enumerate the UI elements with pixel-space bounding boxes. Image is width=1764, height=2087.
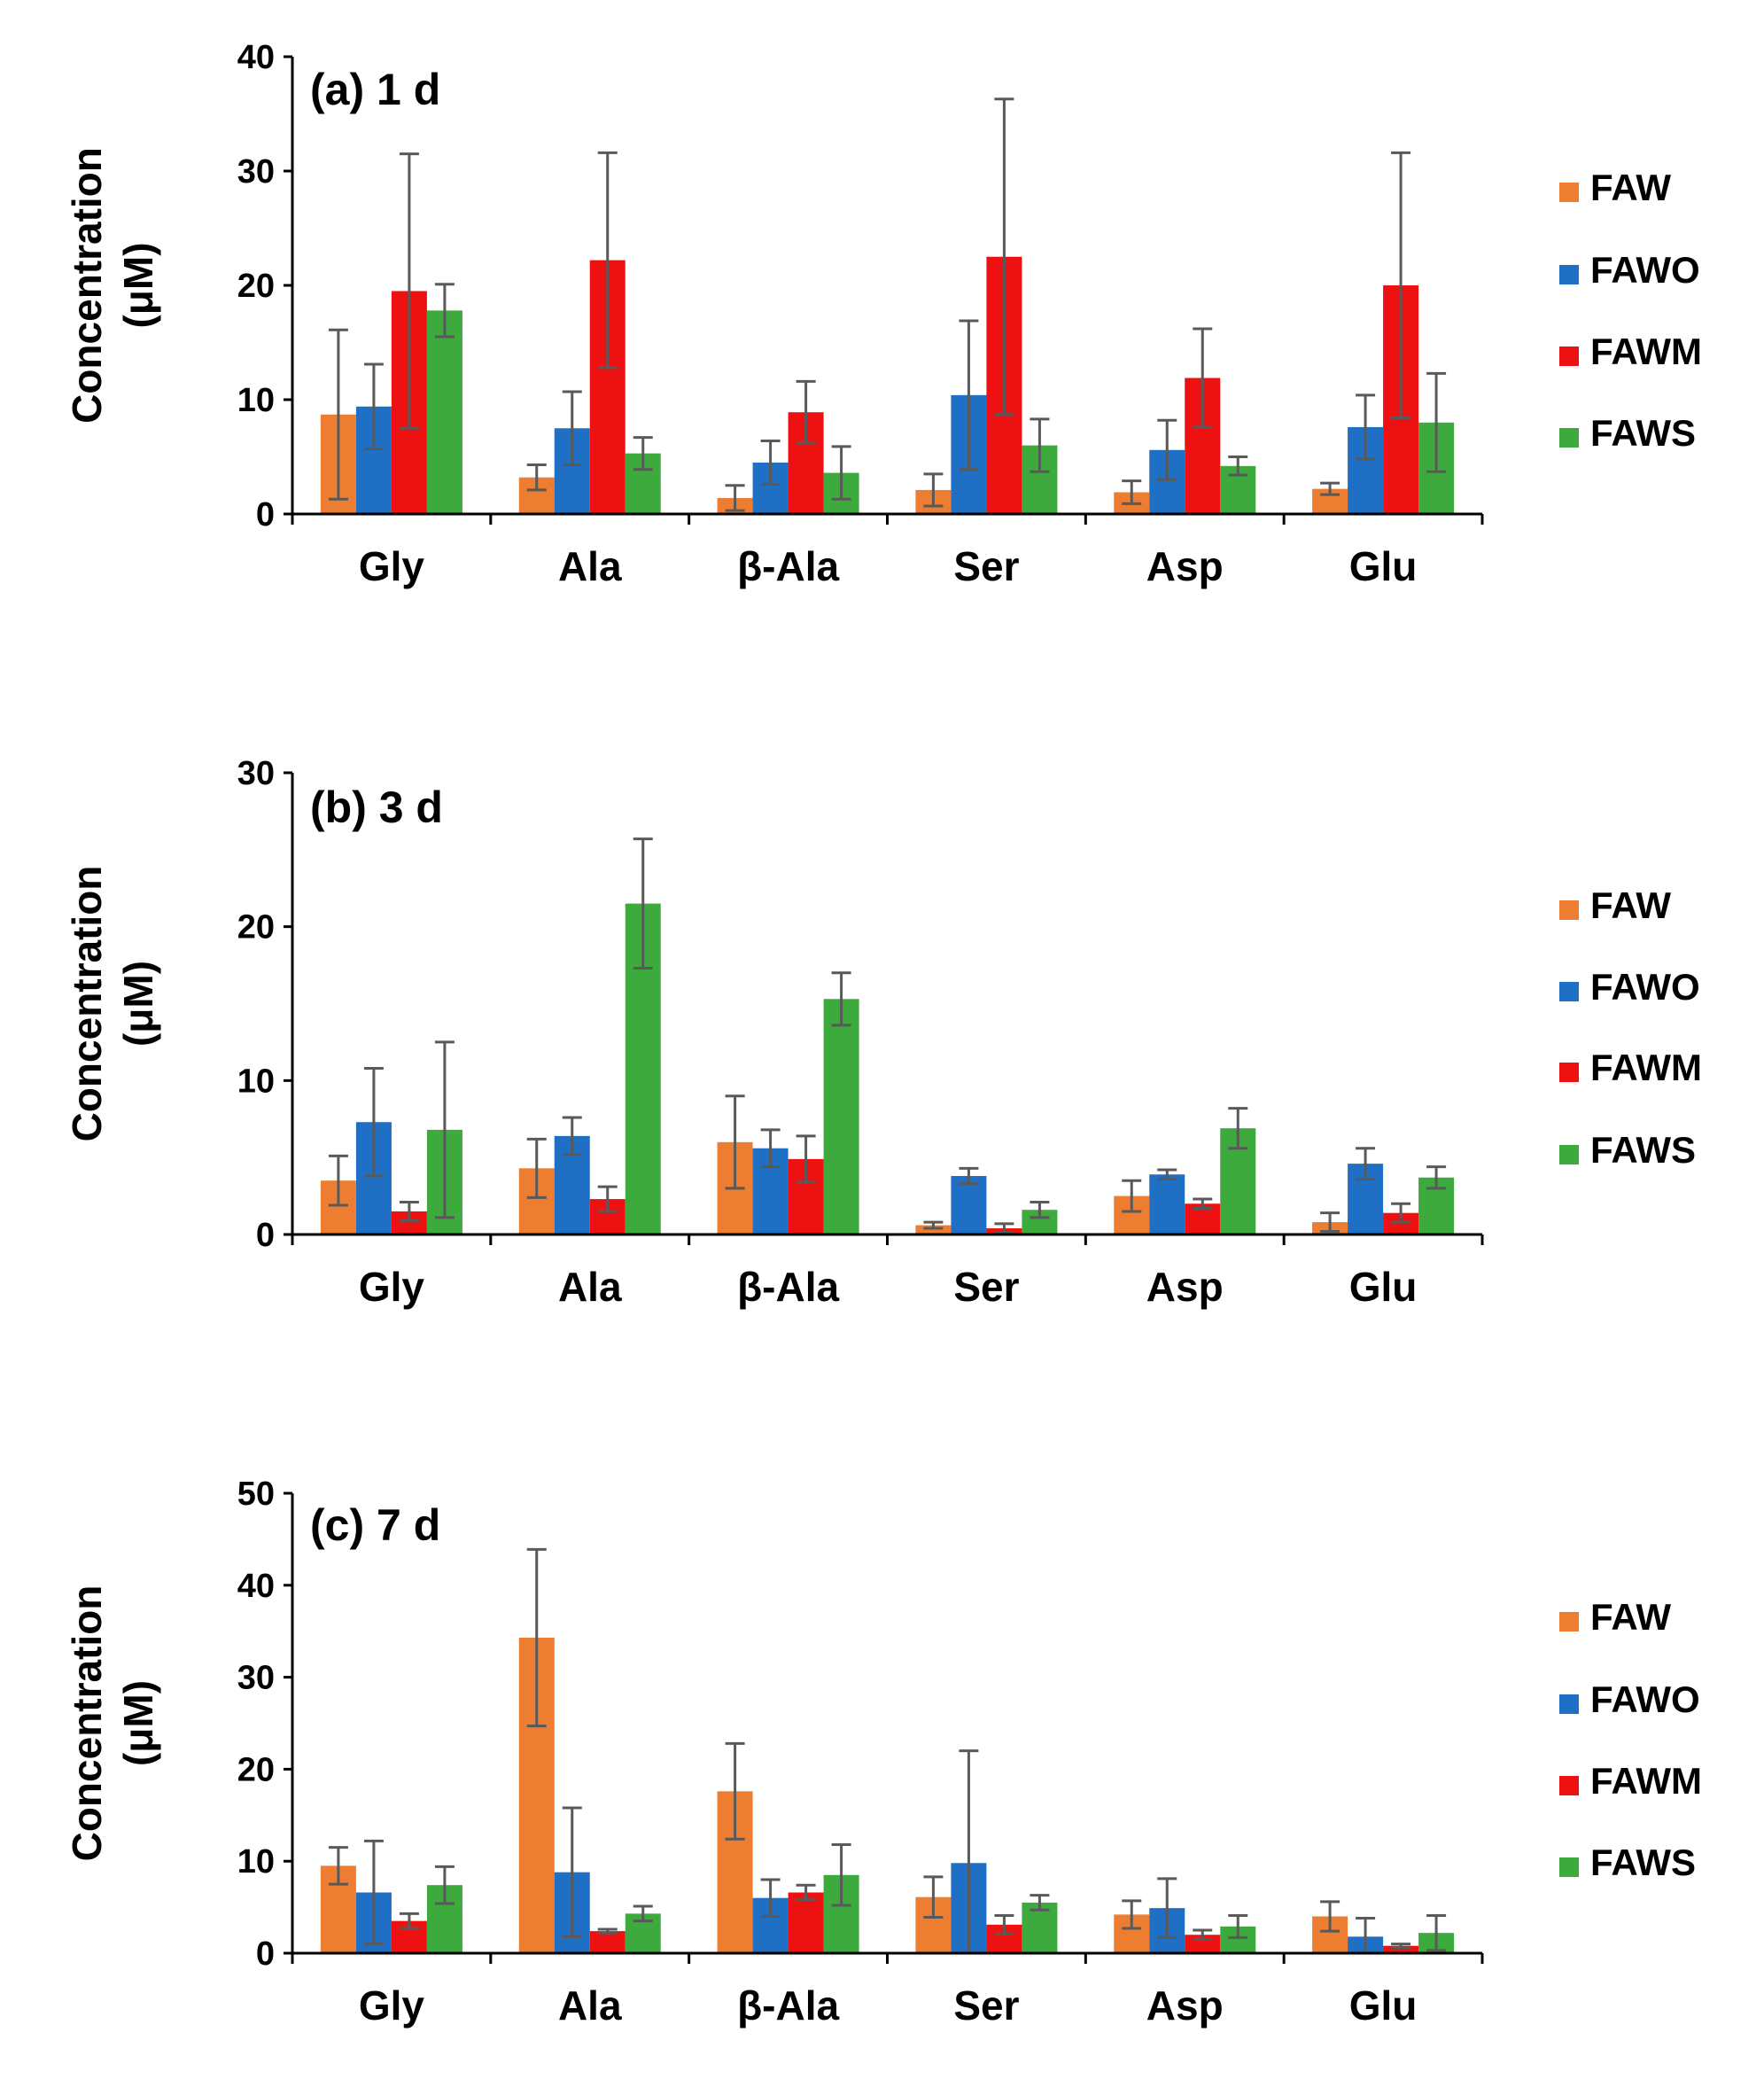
x-tick-label: Asp — [1146, 1264, 1224, 1310]
legend-swatch-FAWS — [1559, 1145, 1579, 1164]
x-tick-label: Glu — [1349, 543, 1418, 589]
y-axis-label: Concentration (μM) — [64, 1585, 161, 1862]
bar-FAWM-Glu — [1383, 1945, 1419, 1953]
y-tick-label: 20 — [237, 909, 275, 946]
x-tick-label: Gly — [359, 543, 425, 589]
x-tick-label: Ser — [953, 543, 1019, 589]
x-tick-label: Gly — [359, 1982, 425, 2029]
chart-panel-2: Concentration (μM) 0 10 20 30 Gly Ala β-Ala Ser As… — [64, 755, 1702, 1310]
panel-title: (a) 1 d — [310, 65, 440, 114]
panel-title: (c) 7 d — [310, 1500, 440, 1550]
legend-swatch-FAW — [1559, 183, 1579, 202]
chart-panel-3: Concentration (μM) 0 10 20 30 40 50 Gly Ala β-Ala S… — [64, 1476, 1702, 2029]
y-axis-label: Concentration (μM) — [64, 866, 161, 1142]
legend-swatch-FAWM — [1559, 1063, 1579, 1082]
x-tick-label: β-Ala — [737, 1982, 839, 2029]
x-tick-label: Glu — [1349, 1264, 1418, 1310]
y-axis-label-line: Concentration — [64, 866, 110, 1142]
bar-FAWO-Asp — [1149, 1174, 1185, 1234]
x-tick-label: Ser — [953, 1982, 1019, 2029]
legend-swatch-FAW — [1559, 900, 1579, 920]
y-axis-label-line: Concentration — [64, 1585, 110, 1862]
legend-label-FAWS: FAWS — [1590, 412, 1696, 454]
y-axis-label-line: Concentration — [64, 147, 110, 424]
y-tick-label: 20 — [237, 1751, 275, 1788]
y-axis-label-line: (μM) — [115, 1680, 161, 1766]
bar-FAWM-Ala — [589, 1931, 626, 1953]
x-tick-label: β-Ala — [737, 543, 839, 589]
y-axis-label-line: (μM) — [115, 961, 161, 1047]
legend-swatch-FAWO — [1559, 1694, 1579, 1714]
y-tick-label: 20 — [237, 268, 275, 305]
y-tick-label: 40 — [237, 1568, 275, 1605]
y-axis-label: Concentration (μM) — [64, 147, 161, 424]
x-tick-label: β-Ala — [737, 1264, 839, 1310]
y-tick-label: 0 — [256, 496, 275, 533]
bar-FAWS-β-Ala — [823, 999, 859, 1234]
y-tick-label: 10 — [237, 1843, 275, 1881]
legend-swatch-FAWS — [1559, 428, 1579, 448]
legend-swatch-FAWO — [1559, 265, 1579, 284]
bar-FAWO-Ser — [951, 1176, 987, 1234]
y-tick-label: 30 — [237, 1660, 275, 1697]
bar-FAW-Ser — [915, 1225, 952, 1234]
legend-label-FAWS: FAWS — [1590, 1842, 1696, 1883]
x-tick-label: Glu — [1349, 1982, 1418, 2029]
legend-label-FAWM: FAWM — [1590, 331, 1702, 372]
x-tick-label: Asp — [1146, 543, 1224, 589]
y-tick-label: 40 — [237, 39, 275, 76]
legend-label-FAW: FAW — [1590, 1596, 1671, 1638]
x-tick-label: Ala — [558, 1982, 622, 2029]
legend-label-FAWO: FAWO — [1590, 1678, 1700, 1720]
legend-swatch-FAW — [1559, 1612, 1579, 1631]
x-tick-label: Ala — [558, 1264, 622, 1310]
panel-title: (b) 3 d — [310, 783, 443, 832]
legend-label-FAW: FAW — [1590, 884, 1671, 926]
legend-swatch-FAWO — [1559, 982, 1579, 1001]
y-axis-label-line: (μM) — [115, 242, 161, 328]
chart-panel-1: Concentration (μM) 0 10 20 30 40 Gly Ala β-Ala Ser… — [64, 39, 1702, 589]
bar-FAWS-Gly — [426, 310, 462, 514]
y-tick-label: 30 — [237, 755, 275, 792]
y-tick-label: 30 — [237, 153, 275, 191]
y-tick-label: 10 — [237, 382, 275, 419]
bar-FAWM-β-Ala — [788, 1892, 824, 1953]
legend-label-FAW: FAW — [1590, 167, 1671, 208]
y-tick-label: 10 — [237, 1063, 275, 1100]
x-tick-label: Asp — [1146, 1982, 1224, 2029]
legend-swatch-FAWM — [1559, 1776, 1579, 1795]
x-tick-label: Ser — [953, 1264, 1019, 1310]
legend-label-FAWO: FAWO — [1590, 249, 1700, 291]
legend-swatch-FAWS — [1559, 1857, 1579, 1877]
y-tick-label: 0 — [256, 1935, 275, 1973]
legend-label-FAWS: FAWS — [1590, 1129, 1696, 1171]
x-tick-label: Ala — [558, 543, 622, 589]
legend-label-FAWO: FAWO — [1590, 966, 1700, 1008]
legend-swatch-FAWM — [1559, 347, 1579, 366]
legend-label-FAWM: FAWM — [1590, 1047, 1702, 1088]
legend-label-FAWM: FAWM — [1590, 1760, 1702, 1802]
y-tick-label: 50 — [237, 1476, 275, 1513]
y-tick-label: 0 — [256, 1217, 275, 1254]
x-tick-label: Gly — [359, 1264, 425, 1310]
